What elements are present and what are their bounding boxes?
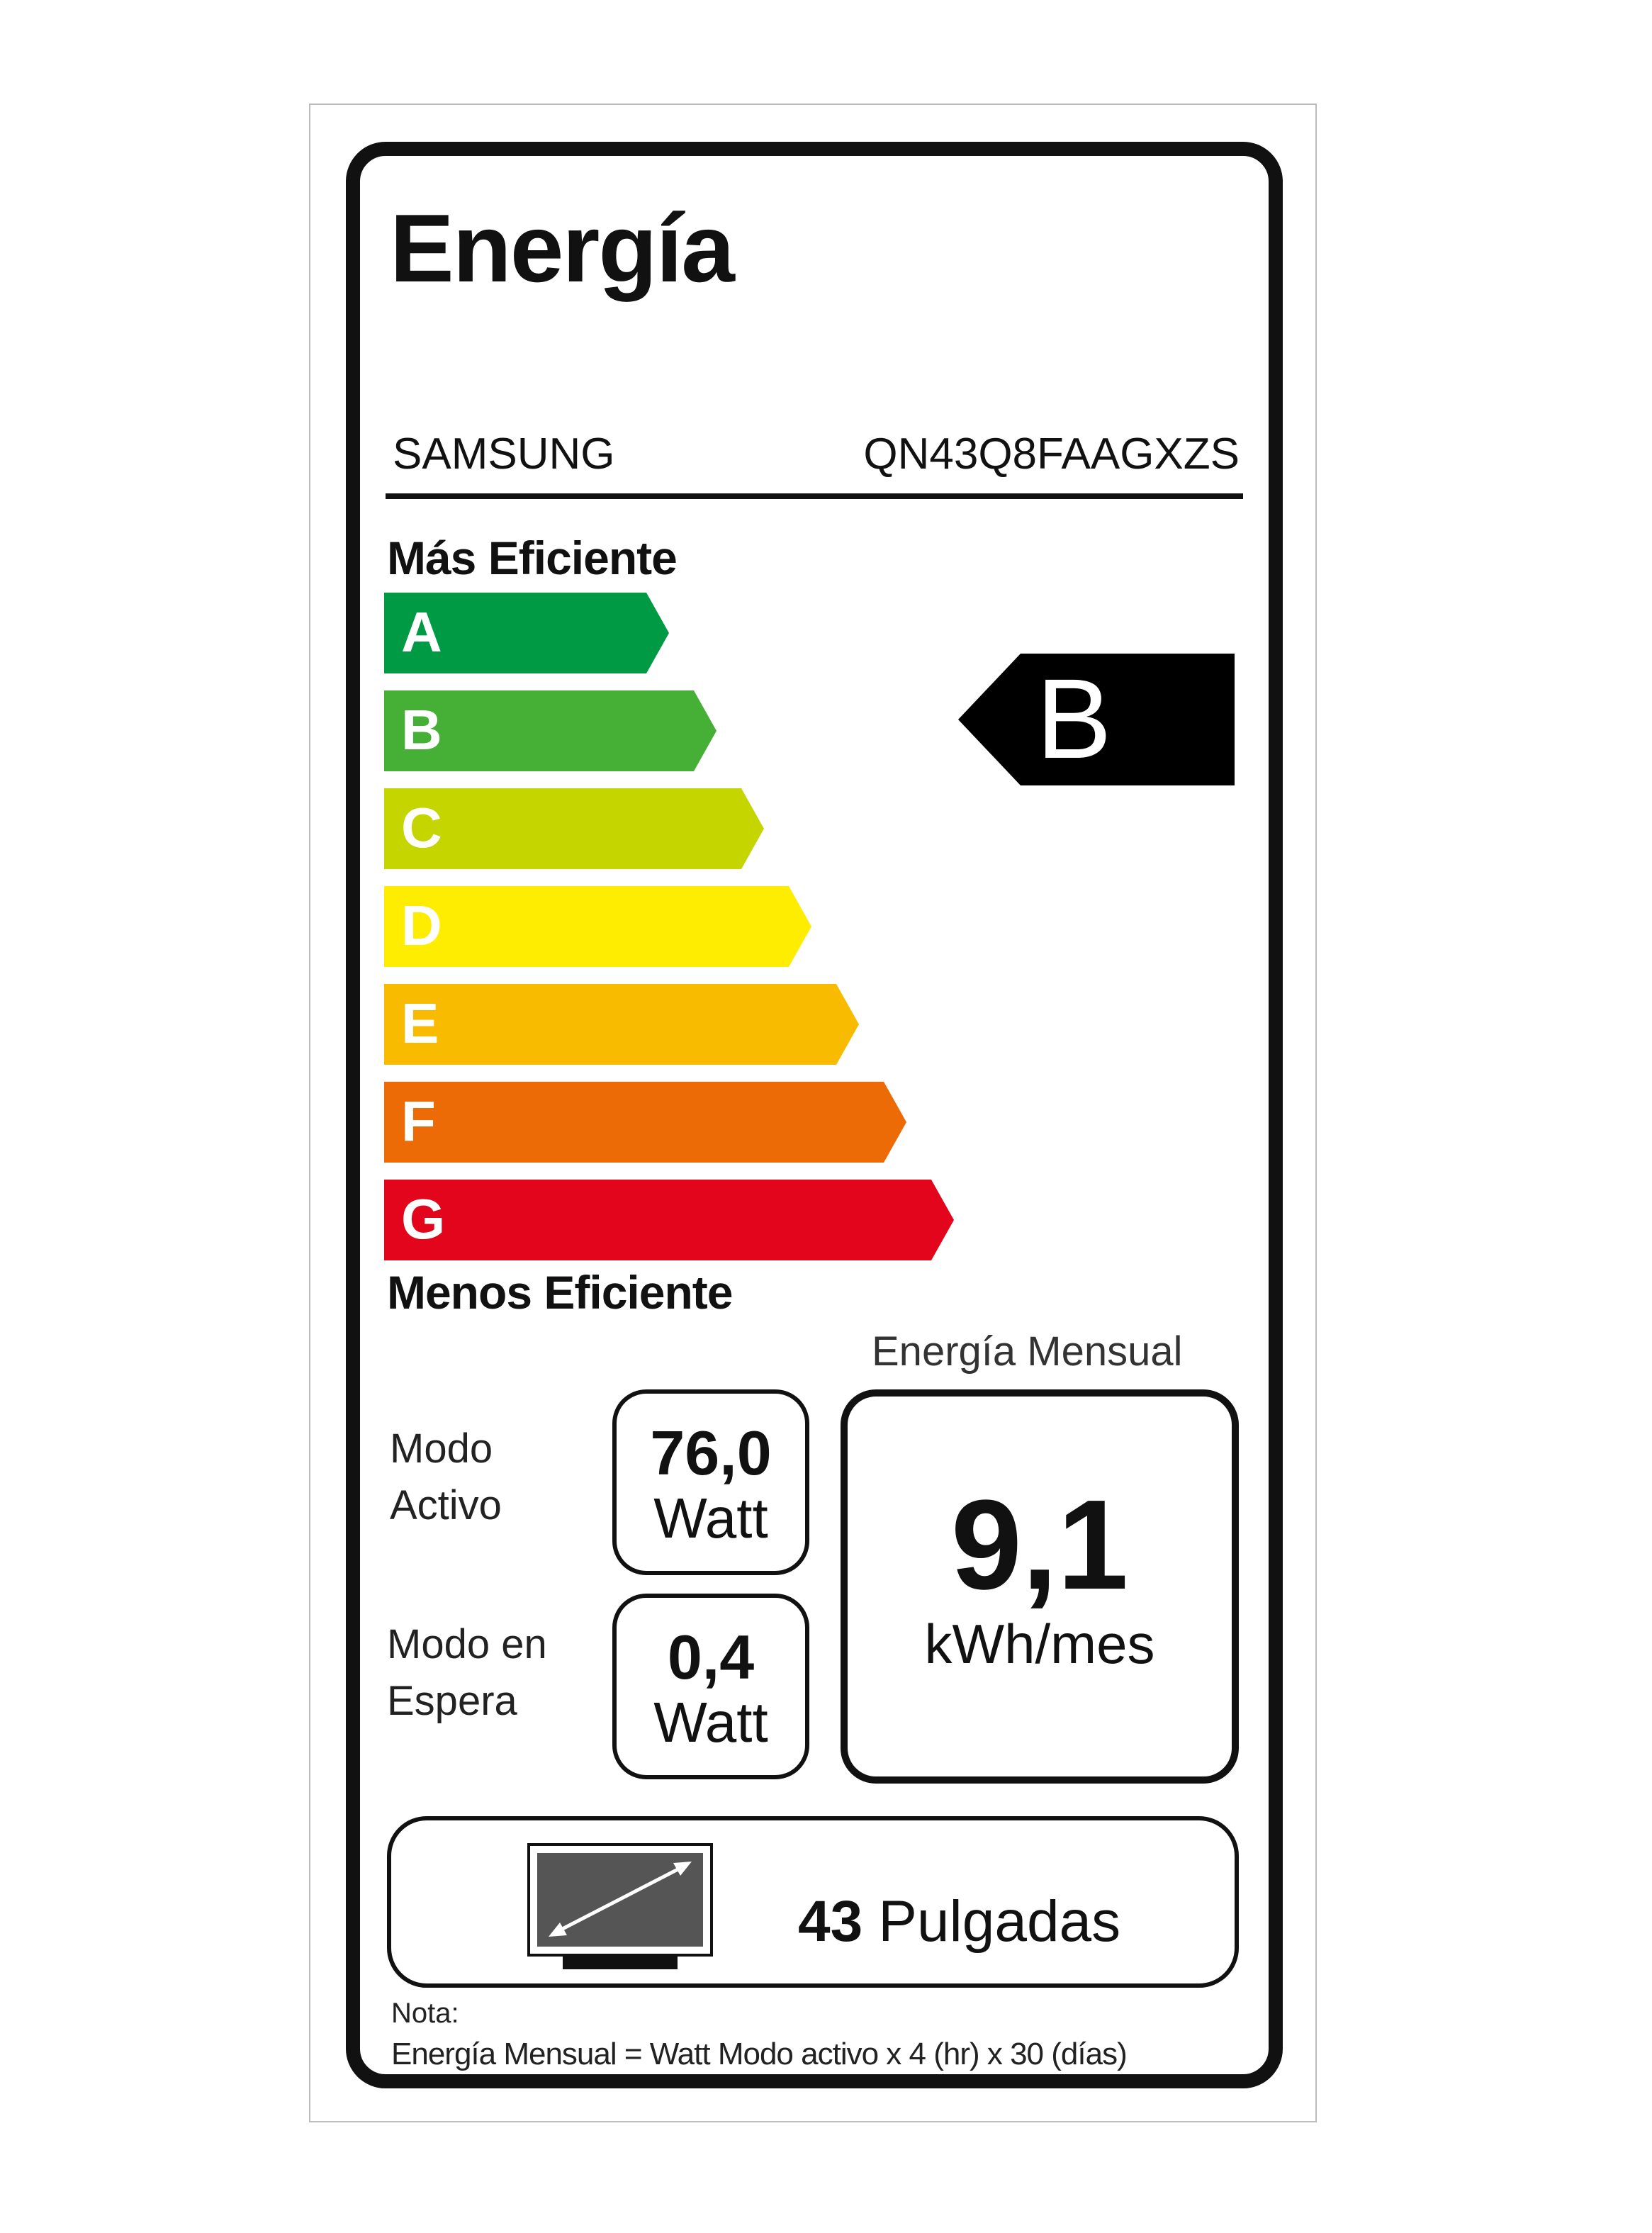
label-frame bbox=[309, 103, 1317, 2122]
screen-size-value: 43 bbox=[798, 1889, 863, 1954]
screen-size-unit: Pulgadas bbox=[878, 1889, 1121, 1954]
rating-indicator: B bbox=[958, 654, 1235, 785]
model-number: QN43Q8FAAGXZS bbox=[863, 430, 1240, 478]
monthly-energy-value: 9,1 bbox=[950, 1474, 1129, 1616]
bar-shape bbox=[384, 788, 764, 869]
rating-arrow-shape bbox=[958, 654, 1235, 785]
bar-letter: D bbox=[401, 894, 442, 957]
bar-shape bbox=[384, 1180, 954, 1260]
active-mode-unit: Watt bbox=[653, 1487, 768, 1550]
bar-shape bbox=[384, 690, 717, 771]
bar-shape bbox=[384, 593, 669, 673]
standby-mode-label-line1: Modo en bbox=[387, 1621, 547, 1667]
bar-shape bbox=[384, 1082, 906, 1163]
bar-shape bbox=[384, 984, 859, 1065]
bar-letter: E bbox=[401, 992, 439, 1055]
rating-letter: B bbox=[1036, 655, 1112, 782]
bar-letter: C bbox=[401, 796, 442, 859]
standby-mode-box: 0,4 Watt bbox=[612, 1594, 809, 1779]
energy-label-border bbox=[346, 142, 1283, 2088]
active-mode-value: 76,0 bbox=[650, 1418, 772, 1488]
bar-shape bbox=[384, 886, 811, 967]
monthly-energy-unit: kWh/mes bbox=[924, 1613, 1155, 1675]
most-efficient-label: Más Eficiente bbox=[387, 532, 678, 584]
bar-letter: A bbox=[401, 600, 442, 664]
divider bbox=[386, 493, 1243, 499]
screen-size-box bbox=[387, 1816, 1239, 1988]
standby-mode-label: Modo en Espera bbox=[387, 1616, 547, 1730]
monthly-energy-label: Energía Mensual bbox=[872, 1328, 1183, 1375]
bar-letter: G bbox=[401, 1187, 446, 1250]
screen-size: 43 Pulgadas bbox=[798, 1893, 1120, 1951]
active-mode-label-line1: Modo bbox=[390, 1426, 493, 1472]
least-efficient-label: Menos Eficiente bbox=[387, 1266, 733, 1319]
label-title: Energía bbox=[390, 194, 735, 302]
note-label: Nota: bbox=[391, 1998, 459, 2029]
bar-letter: B bbox=[401, 698, 442, 761]
active-mode-label: Modo Activo bbox=[390, 1421, 502, 1534]
note-formula: Energía Mensual = Watt Modo activo x 4 (… bbox=[391, 2037, 1128, 2071]
brand-name: SAMSUNG bbox=[393, 430, 615, 478]
standby-mode-unit: Watt bbox=[653, 1691, 768, 1754]
tv-diagonal-icon bbox=[527, 1843, 713, 1969]
monthly-energy-box: 9,1 kWh/mes bbox=[841, 1389, 1239, 1784]
active-mode-box: 76,0 Watt bbox=[612, 1389, 809, 1575]
active-mode-label-line2: Activo bbox=[390, 1482, 502, 1528]
standby-mode-label-line2: Espera bbox=[387, 1678, 517, 1724]
bar-letter: F bbox=[401, 1090, 436, 1153]
standby-mode-value: 0,4 bbox=[667, 1622, 755, 1692]
